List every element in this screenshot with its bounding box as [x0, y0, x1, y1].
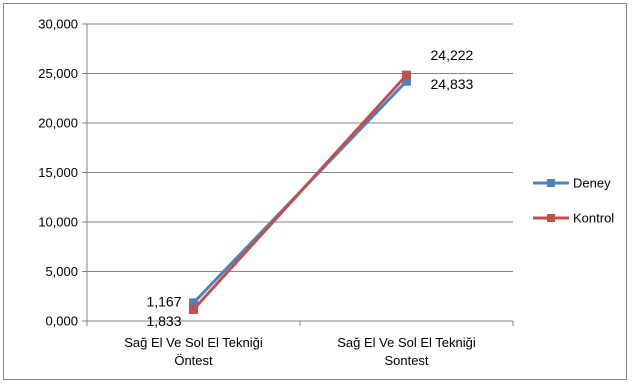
y-tick-label: 15,000	[38, 165, 78, 180]
y-tick-label: 30,000	[38, 17, 78, 32]
data-label-deney: 24,222	[431, 47, 474, 63]
data-label-kontrol: 1,167	[146, 293, 181, 309]
data-label-kontrol: 24,833	[431, 76, 474, 92]
y-tick-label: 0,000	[45, 314, 78, 329]
y-tick-label: 10,000	[38, 215, 78, 230]
axes	[82, 23, 514, 326]
gridlines	[87, 23, 513, 272]
line-chart: 0,000 5,000 10,000 15,000 20,000 25,000 30,000…	[38, 17, 614, 369]
legend-swatch-marker	[547, 214, 555, 222]
x-category-label-line: Öntest	[174, 353, 213, 368]
chart-frame: 0,000 5,000 10,000 15,000 20,000 25,000 30,000…	[3, 3, 627, 380]
y-tick-labels: 0,000 5,000 10,000 15,000 20,000 25,000 30,000	[38, 17, 78, 329]
legend-swatch-marker	[547, 179, 555, 187]
data-point-kontrol	[402, 70, 411, 80]
data-label-deney: 1,833	[146, 313, 181, 329]
series-lines	[189, 70, 411, 314]
x-category-label: Sağ El Ve Sol El Tekniği Sontest	[337, 335, 476, 368]
y-tick-label: 5,000	[45, 264, 78, 279]
data-labels: 1,833 24,222 1,167 24,833	[146, 47, 473, 329]
series-line-kontrol	[192, 74, 408, 311]
x-category-label: Sağ El Ve Sol El Tekniği Öntest	[124, 335, 263, 368]
y-tick-label: 20,000	[38, 116, 78, 131]
legend-label-kontrol: Kontrol	[573, 211, 614, 226]
x-category-label-line: Sontest	[384, 353, 428, 368]
legend-label-deney: Deney	[573, 176, 611, 191]
data-point-kontrol	[189, 304, 198, 314]
x-category-label-line: Sağ El Ve Sol El Tekniği	[337, 335, 476, 350]
legend: Deney Kontrol	[533, 176, 614, 226]
x-category-label-line: Sağ El Ve Sol El Tekniği	[124, 335, 263, 350]
y-tick-label: 25,000	[38, 66, 78, 81]
